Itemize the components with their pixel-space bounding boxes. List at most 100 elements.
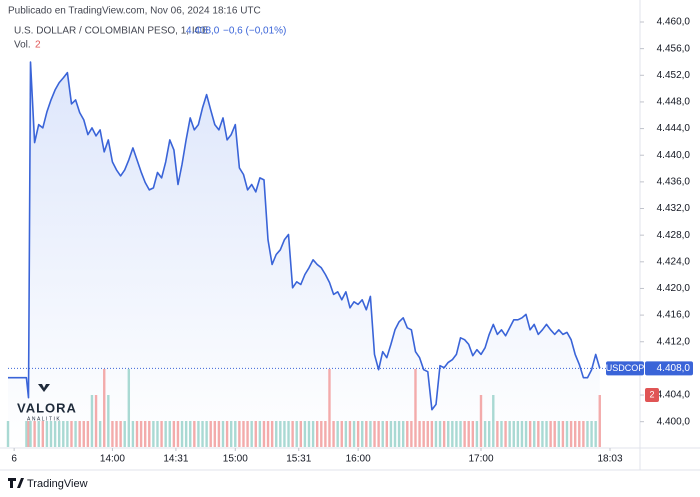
x-tick-label: 14:31 xyxy=(163,454,188,465)
volume-bar xyxy=(328,369,331,447)
y-tick-label: 4.428,0 xyxy=(657,230,691,241)
watermark-subtext: ANALITIK xyxy=(27,416,61,422)
volume-bar xyxy=(553,421,556,447)
x-tick-label: 17:00 xyxy=(468,454,493,465)
volume-bar xyxy=(381,421,384,447)
volume-bar xyxy=(418,421,421,447)
volume-bar xyxy=(25,421,28,447)
volume-bar xyxy=(361,421,364,447)
volume-bar xyxy=(311,421,315,447)
volume-bar xyxy=(209,421,212,447)
volume-last: 2 xyxy=(35,40,41,51)
volume-bar xyxy=(500,421,503,447)
volume-bar xyxy=(197,421,200,447)
volume-bar xyxy=(205,421,208,447)
change: −0,6 (−0,01%) xyxy=(223,26,286,37)
y-tick-label: 4.452,0 xyxy=(657,70,691,81)
volume-bar xyxy=(283,421,286,447)
volume-bar xyxy=(561,421,565,447)
volume-bar xyxy=(496,421,499,447)
volume-bar xyxy=(172,421,176,447)
plot-area xyxy=(6,61,601,447)
volume-bar xyxy=(70,421,73,447)
y-tick-label: 4.400,0 xyxy=(657,416,691,427)
price-line xyxy=(8,61,601,411)
watermark: VALORA ANALITIK xyxy=(17,384,76,422)
volume-bar xyxy=(164,421,167,447)
volume-bar xyxy=(123,421,126,447)
volume-bar xyxy=(82,421,85,447)
volume-bar xyxy=(320,421,323,447)
volume-bar xyxy=(455,421,458,447)
volume-bar xyxy=(549,421,552,447)
volume-bar xyxy=(184,421,188,447)
volume-bar xyxy=(279,421,282,447)
volume-bar xyxy=(62,421,65,447)
volume-label: Vol. xyxy=(14,40,31,51)
volume-bar xyxy=(45,421,49,447)
volume-bar xyxy=(512,421,515,447)
volume-bar xyxy=(504,421,507,447)
volume-bar xyxy=(385,421,389,447)
volume-bar xyxy=(356,421,360,447)
volume-bar xyxy=(74,421,77,447)
volume-bar xyxy=(78,421,81,447)
volume-bar xyxy=(430,421,434,447)
brand-name: TradingView xyxy=(27,478,88,490)
x-tick-label: 18:03 xyxy=(597,454,622,465)
volume-bar xyxy=(176,421,180,447)
volume-bar xyxy=(557,421,561,447)
volume-bar xyxy=(545,421,548,447)
volume-bar xyxy=(201,421,204,447)
volume-bar xyxy=(483,421,487,447)
y-tick-label: 4.412,0 xyxy=(657,336,691,347)
volume-bar xyxy=(410,421,413,447)
volume-bar xyxy=(119,421,122,447)
volume-bar xyxy=(524,421,528,447)
volume-bar xyxy=(66,421,69,447)
volume-bar xyxy=(217,421,221,447)
y-tick-label: 4.456,0 xyxy=(657,43,691,54)
volume-bar xyxy=(479,395,483,447)
volume-bar xyxy=(578,421,581,447)
watermark-icon xyxy=(38,384,50,392)
volume-bar xyxy=(107,395,110,447)
volume-bar xyxy=(307,421,311,447)
x-tick-label: 15:00 xyxy=(223,454,248,465)
volume-bar xyxy=(49,421,53,447)
volume-bar xyxy=(520,421,524,447)
volume-bar xyxy=(189,421,192,447)
volume-bar xyxy=(487,421,491,447)
volume-bar xyxy=(291,421,294,447)
volume-bar xyxy=(573,421,577,447)
volume-bar xyxy=(229,421,233,447)
volume-bar xyxy=(475,421,479,447)
volume-bar xyxy=(365,421,368,447)
volume-bar xyxy=(103,369,106,447)
symbol-box xyxy=(606,361,644,376)
volume-bar xyxy=(160,421,163,447)
volume-bar xyxy=(213,421,217,447)
volume-bar xyxy=(53,421,57,447)
volume-bar xyxy=(266,421,270,447)
volume-bar xyxy=(324,421,327,447)
volume-bar xyxy=(258,421,262,447)
price-box xyxy=(645,361,693,376)
y-tick-label: 4.444,0 xyxy=(657,123,691,134)
volume-bar xyxy=(246,421,249,447)
y-tick-label: 4.424,0 xyxy=(657,256,691,267)
volume-bar xyxy=(336,421,339,447)
y-tick-label: 4.436,0 xyxy=(657,177,691,188)
volume-bar xyxy=(254,421,257,447)
volume-bar xyxy=(86,421,90,447)
volume-box-label: 2 xyxy=(649,389,654,399)
volume-bar xyxy=(442,421,446,447)
volume-bar xyxy=(221,421,225,447)
volume-bar xyxy=(492,395,495,447)
y-tick-label: 4.404,0 xyxy=(657,390,691,401)
volume-bar xyxy=(94,395,98,447)
volume-bar xyxy=(401,421,405,447)
volume-bar xyxy=(586,421,589,447)
volume-bar xyxy=(397,421,401,447)
